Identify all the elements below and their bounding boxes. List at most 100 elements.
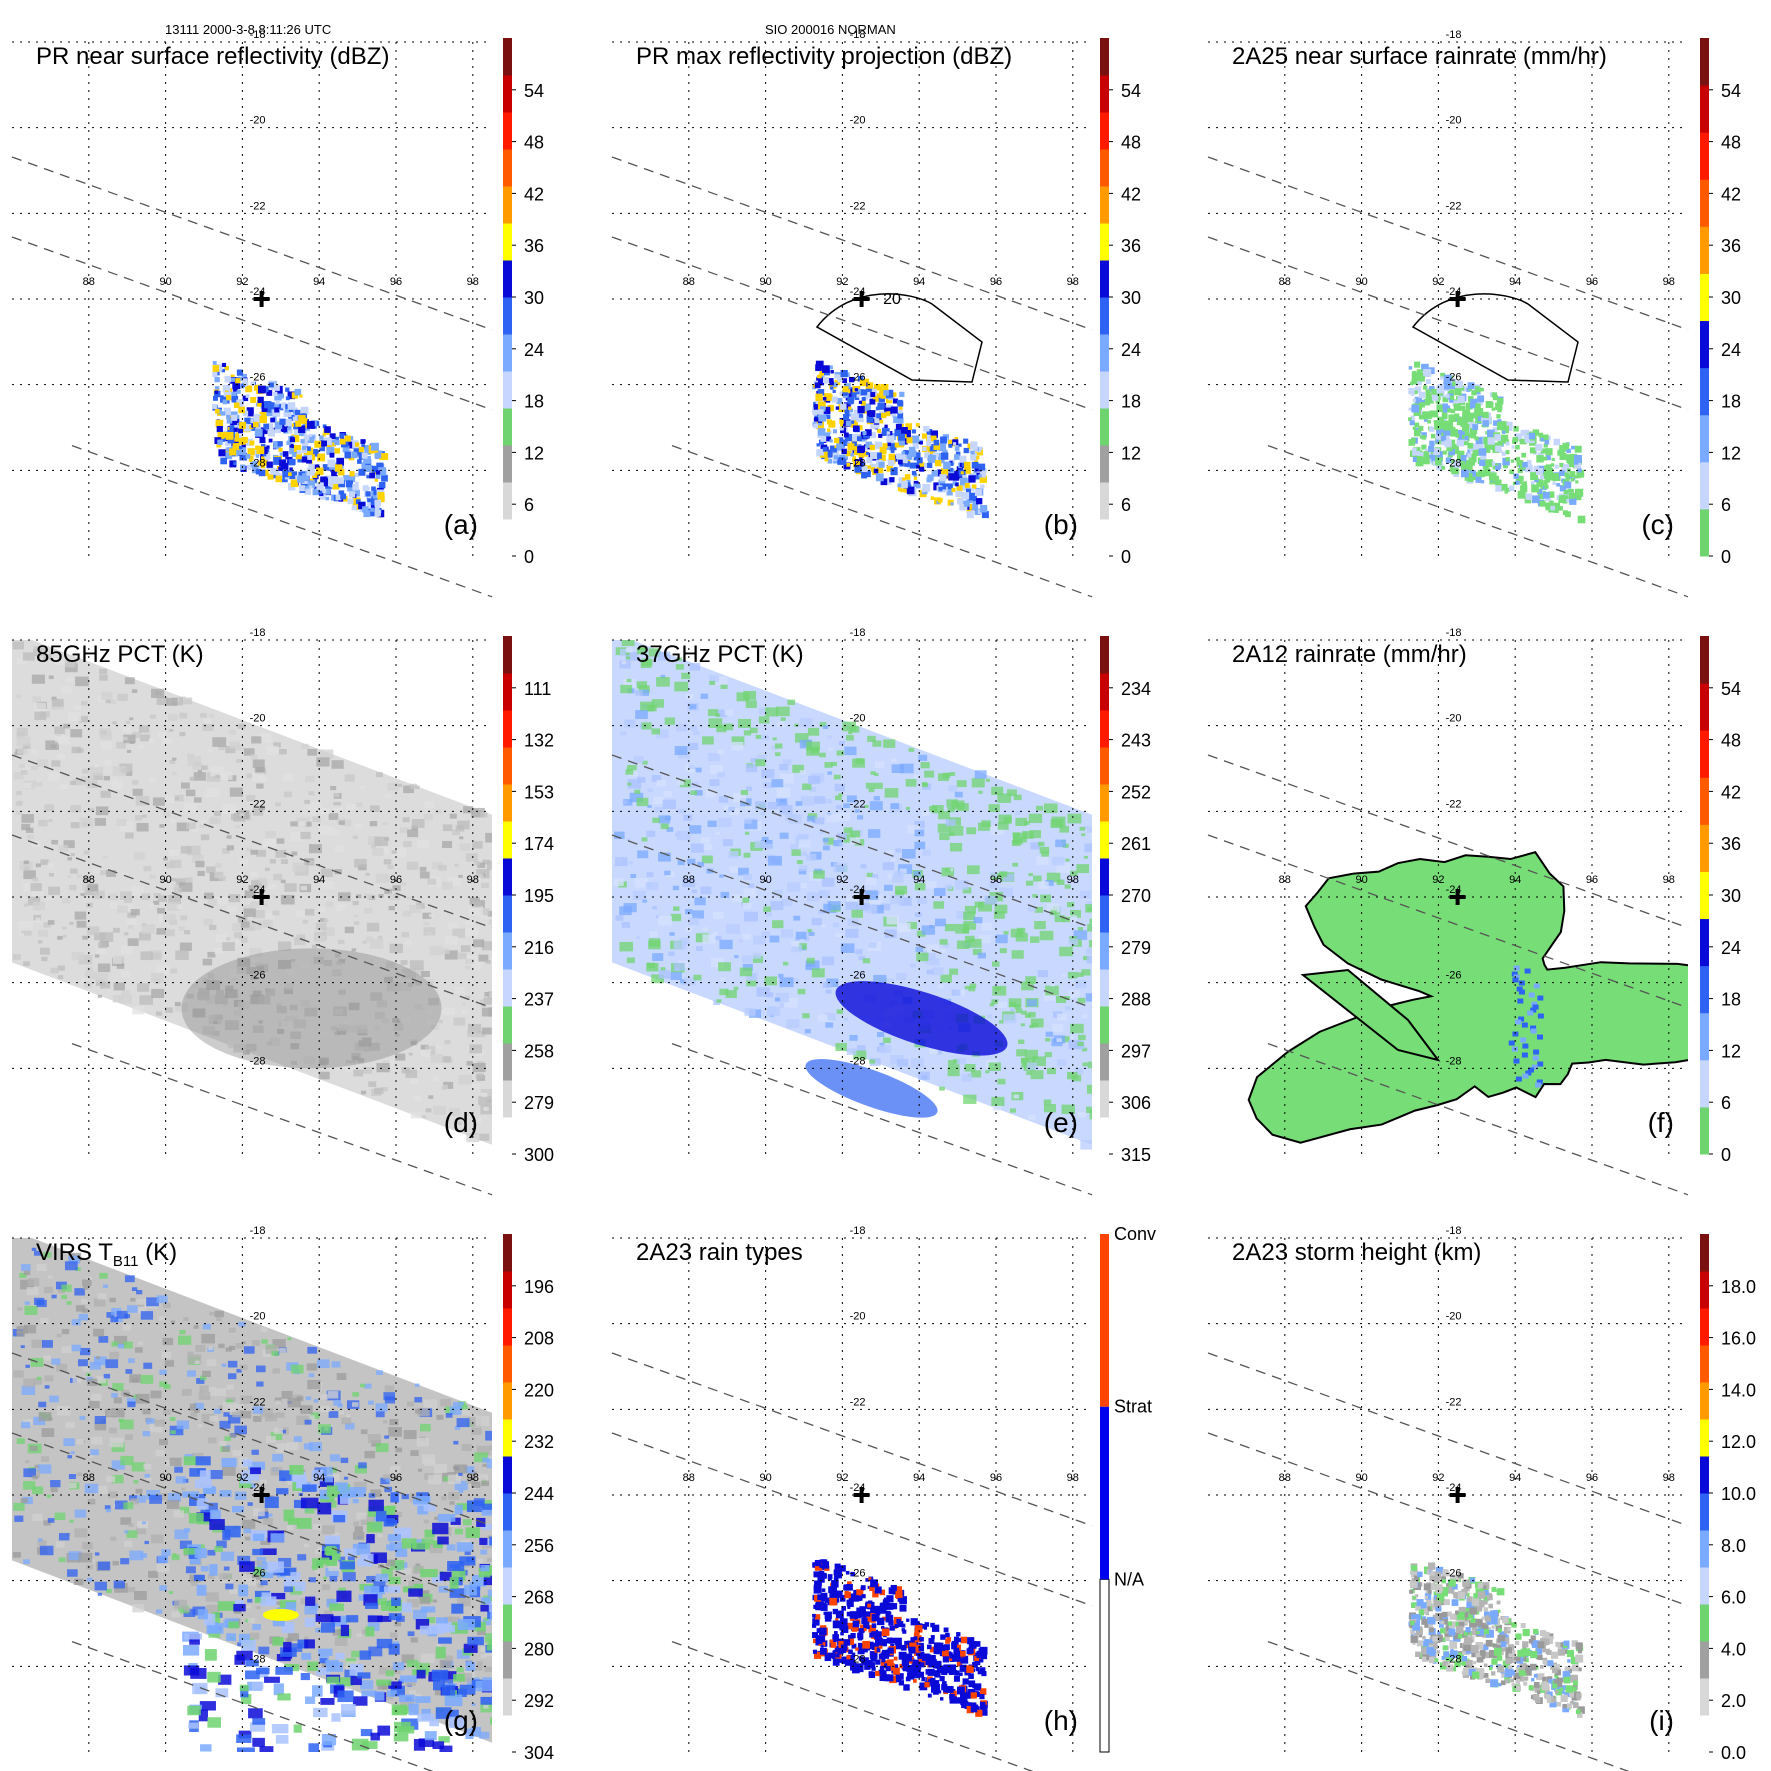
panel-title: 85GHz PCT (K) <box>36 641 204 668</box>
lon-label: 88 <box>83 874 95 886</box>
panel-label: (h) <box>1044 1705 1078 1736</box>
data-layer <box>12 1238 492 1752</box>
lat-label: -22 <box>1446 1396 1462 1408</box>
lon-label: 94 <box>913 276 925 288</box>
colorbar-tick-label: 279 <box>1121 938 1151 958</box>
colorbar-tick-label: 48 <box>524 133 544 153</box>
lat-label: -26 <box>1446 372 1462 384</box>
lat-label: -26 <box>250 372 266 384</box>
colorbar-tick-label: 16.0 <box>1721 1329 1756 1349</box>
lon-label: 90 <box>1355 874 1367 886</box>
colorbar-band <box>1100 710 1109 748</box>
lat-label: -28 <box>850 1653 866 1665</box>
colorbar-tick-label: 36 <box>1721 834 1741 854</box>
colorbar-tick-label: 288 <box>1121 990 1151 1010</box>
colorbar-tick-label: 243 <box>1121 731 1151 751</box>
lon-label: 90 <box>759 1472 771 1484</box>
colorbar-tick-label: 132 <box>524 731 554 751</box>
colorbar-band <box>503 334 512 372</box>
panel-title: 37GHz PCT (K) <box>636 641 804 668</box>
colorbar-band <box>503 932 512 970</box>
colorbar-band <box>1700 367 1709 416</box>
lon-label: 92 <box>236 1472 248 1484</box>
lon-label: 94 <box>913 874 925 886</box>
colorbar-tick-label: 12 <box>1721 443 1741 463</box>
colorbar-tick-label: 18 <box>1121 392 1141 412</box>
lat-label: -20 <box>1446 115 1462 127</box>
colorbar-band <box>503 1117 512 1155</box>
colorbar-band <box>1100 519 1109 557</box>
lon-label: 94 <box>313 874 325 886</box>
colorbar-band <box>1700 1715 1709 1753</box>
storm-center-marker <box>1449 291 1466 307</box>
lon-label: 92 <box>1432 1472 1444 1484</box>
colorbar-band <box>1100 932 1109 970</box>
panel-label: (f) <box>1648 1107 1674 1138</box>
contour-20 <box>815 293 983 383</box>
colorbar-band <box>1100 895 1109 933</box>
colorbar-band <box>1100 334 1109 372</box>
colorbar-band <box>1100 297 1109 335</box>
colorbar-tick-label: 12 <box>524 443 544 463</box>
lat-label: -18 <box>250 29 266 41</box>
colorbar-band <box>1100 1080 1109 1118</box>
colorbar-tick-label: N/A <box>1114 1569 1144 1589</box>
colorbar: 0.0 2.0 4.0 6.0 8.0 10.0 12.0 14.0 16.0 18.0 <box>1700 1234 1756 1763</box>
colorbar-band <box>1700 85 1709 133</box>
lon-label: 94 <box>313 1472 325 1484</box>
colorbar-band <box>1100 858 1109 896</box>
colorbar-band <box>1099 1578 1110 1753</box>
colorbar-tick-label: 30 <box>1721 288 1741 308</box>
swath-edge-lower <box>611 1432 1093 1607</box>
data-layer <box>1247 851 1688 1144</box>
lon-label: 88 <box>1279 276 1291 288</box>
colorbar-band <box>1100 673 1109 711</box>
lat-label: -20 <box>1446 713 1462 725</box>
lat-label: -20 <box>250 713 266 725</box>
swath-edge-far <box>671 444 1093 598</box>
lat-label: -18 <box>850 29 866 41</box>
swath-edge-lower <box>11 1432 493 1607</box>
swath-edge-lower <box>11 834 493 1009</box>
colorbar-band <box>1100 38 1109 76</box>
colorbar-band <box>1100 149 1109 187</box>
lat-label: -28 <box>1446 1653 1462 1665</box>
colorbar-band <box>1700 683 1709 731</box>
lat-label: -28 <box>250 1653 266 1665</box>
lon-label: 88 <box>1279 874 1291 886</box>
colorbar-tick-label: 30 <box>524 288 544 308</box>
colorbar-band <box>1700 918 1709 967</box>
colorbar-tick-label: 24 <box>524 340 544 360</box>
lat-label: -26 <box>850 1568 866 1580</box>
lon-label: 96 <box>390 276 402 288</box>
colorbar-band <box>1700 1419 1709 1457</box>
colorbar-band <box>1100 112 1109 150</box>
colorbar-band <box>503 75 512 113</box>
lon-label: 98 <box>467 276 479 288</box>
lat-label: -20 <box>850 713 866 725</box>
panel-label: (c) <box>1641 509 1674 540</box>
swath-edge-upper <box>1207 1352 1689 1527</box>
colorbar-band <box>503 895 512 933</box>
colorbar: 300 279 258 237 216 195 174 153 132 111 <box>503 636 554 1165</box>
swath-edge-upper <box>611 156 1093 331</box>
lat-label: -22 <box>850 200 866 212</box>
colorbar-tick-label: 196 <box>524 1277 554 1297</box>
colorbar-band <box>1700 1678 1709 1716</box>
colorbar-band <box>1100 186 1109 224</box>
colorbar-band <box>1700 1456 1709 1494</box>
storm-center-marker <box>253 291 270 307</box>
colorbar-tick-label: 12 <box>1721 1041 1741 1061</box>
data-layer <box>12 640 492 1145</box>
lon-label: 92 <box>1432 276 1444 288</box>
colorbar-band <box>503 223 512 261</box>
data-layer <box>812 1559 988 1717</box>
swath-edge-far <box>671 1042 1093 1196</box>
colorbar-tick-label: 42 <box>524 184 544 204</box>
lon-label: 92 <box>1432 874 1444 886</box>
colorbar-tick-label: 220 <box>524 1380 554 1400</box>
lon-label: 90 <box>759 276 771 288</box>
colorbar-band <box>1100 75 1109 113</box>
